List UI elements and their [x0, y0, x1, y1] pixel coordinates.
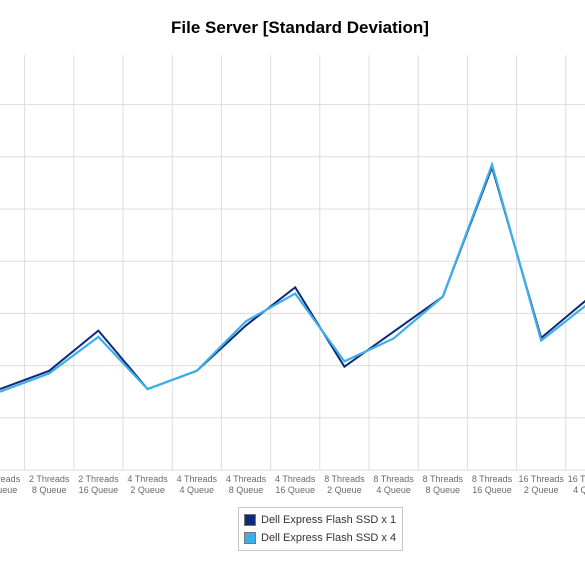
x-tick-line-2: 2 Queue — [130, 485, 165, 495]
x-tick-line-1: 8 Threads — [324, 474, 365, 484]
series-lines — [0, 161, 585, 393]
x-tick-label: 2 Threads 8 Queue — [29, 474, 70, 495]
series-line-1 — [0, 164, 585, 391]
x-tick-line-2: 2 Queue — [524, 485, 559, 495]
x-tick-line-1: 8 Threads — [373, 474, 414, 484]
x-tick-label: 2 Threads 16 Queue — [78, 474, 119, 495]
x-tick-label: 16 Threads 2 Queue — [519, 474, 565, 495]
x-tick-line-2: 4 Queue — [180, 485, 215, 495]
x-tick-label: 4 Threads 4 Queue — [177, 474, 218, 495]
x-tick-line-1: 4 Threads — [127, 474, 168, 484]
x-tick-line-2: 8 Queue — [229, 485, 264, 495]
x-tick-line-2: 16 Queue — [79, 485, 119, 495]
x-tick-line-2: 2 Queue — [327, 485, 362, 495]
x-tick-label: 8 Threads 8 Queue — [423, 474, 464, 495]
x-tick-line-2: 4 Queue — [573, 485, 585, 495]
x-tick-line-2: 16 Queue — [472, 485, 512, 495]
x-tick-line-2: 2 Queue — [0, 485, 17, 495]
legend-swatch-series-1 — [244, 514, 256, 526]
legend-item-series-2: Dell Express Flash SSD x 4 — [244, 529, 396, 547]
x-tick-label: 4 Threads 2 Queue — [127, 474, 168, 495]
x-tick-label: 4 Threads 8 Queue — [226, 474, 267, 495]
x-tick-line-1: 4 Threads — [177, 474, 218, 484]
x-tick-line-2: 4 Queue — [376, 485, 411, 495]
x-tick-line-2: 8 Queue — [426, 485, 461, 495]
x-tick-line-1: 4 Threads — [275, 474, 316, 484]
x-tick-line-1: 16 Threads — [568, 474, 585, 484]
series-line-2 — [0, 161, 585, 393]
x-tick-line-2: 16 Queue — [275, 485, 315, 495]
legend-label-series-2: Dell Express Flash SSD x 4 — [261, 532, 397, 544]
x-tick-line-1: 4 Threads — [226, 474, 267, 484]
x-tick-label: 4 Threads 16 Queue — [275, 474, 316, 495]
x-tick-label: 8 Threads 16 Queue — [472, 474, 513, 495]
x-tick-line-1: 2 Threads — [0, 474, 21, 484]
x-tick-line-1: 8 Threads — [423, 474, 464, 484]
x-tick-line-1: 2 Threads — [78, 474, 119, 484]
legend-swatch-series-2 — [244, 532, 256, 544]
x-tick-line-1: 16 Threads — [519, 474, 565, 484]
x-tick-label: 8 Threads 2 Queue — [324, 474, 365, 495]
x-tick-line-1: 8 Threads — [472, 474, 513, 484]
x-tick-line-2: 8 Queue — [32, 485, 67, 495]
grid — [0, 55, 585, 471]
x-tick-label: 8 Threads 4 Queue — [373, 474, 414, 495]
chart-title: File Server [Standard Deviation] — [171, 18, 429, 37]
x-tick-line-1: 2 Threads — [29, 474, 70, 484]
legend: Dell Express Flash SSD x 1 Dell Express … — [238, 507, 404, 551]
legend-item-series-1: Dell Express Flash SSD x 1 — [244, 511, 396, 529]
legend-label-series-1: Dell Express Flash SSD x 1 — [261, 514, 397, 526]
